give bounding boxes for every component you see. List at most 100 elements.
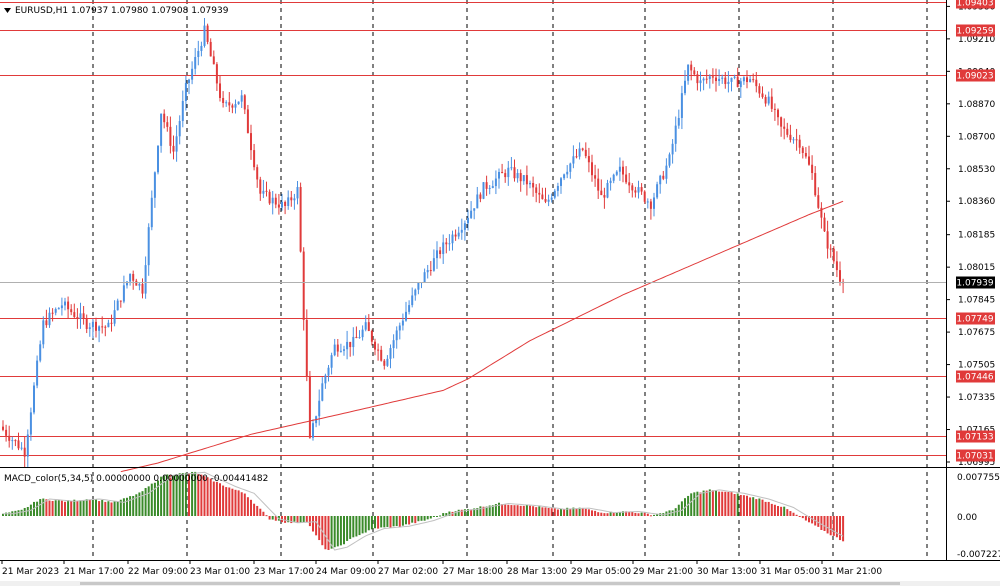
bull-candle-body bbox=[330, 355, 333, 368]
bear-candle-body bbox=[755, 79, 758, 87]
triangle-down-icon[interactable] bbox=[4, 8, 11, 13]
macd-bar-falling bbox=[259, 508, 262, 516]
bull-candle-body bbox=[150, 197, 153, 228]
level-tag-value: 1.07749 bbox=[956, 315, 993, 325]
time-grid-lines bbox=[92, 0, 928, 560]
bull-candle-body bbox=[417, 282, 420, 290]
macd-bar-falling bbox=[832, 516, 835, 536]
bull-candle-body bbox=[553, 190, 556, 198]
macd-bar-rising bbox=[491, 505, 494, 516]
bear-candle-body bbox=[789, 134, 792, 140]
macd-bar-falling bbox=[507, 504, 510, 516]
horizontal-price-levels[interactable] bbox=[0, 2, 946, 456]
bear-candle-body bbox=[752, 79, 755, 81]
time-tick-label: 27 Mar 02:00 bbox=[378, 567, 438, 577]
macd-bar-falling bbox=[296, 516, 299, 523]
bull-candle-body bbox=[426, 270, 429, 273]
macd-bar-rising bbox=[349, 516, 352, 539]
bear-candle-body bbox=[299, 186, 302, 252]
bull-candle-body bbox=[318, 400, 321, 417]
macd-bar-rising bbox=[364, 516, 367, 533]
bull-candle-body bbox=[408, 305, 411, 312]
symbol-header[interactable]: EURUSD,H1 1.07937 1.07980 1.07908 1.0793… bbox=[4, 6, 229, 16]
macd-bar-rising bbox=[473, 508, 476, 516]
bull-candle-body bbox=[569, 163, 572, 172]
macd-bar-falling bbox=[60, 500, 63, 516]
bear-candle-body bbox=[206, 25, 209, 42]
macd-bar-falling bbox=[637, 513, 640, 516]
macd-bar-falling bbox=[721, 491, 724, 516]
bear-candle-body bbox=[308, 375, 311, 438]
level-tag-bg bbox=[956, 312, 995, 325]
macd-bar-rising bbox=[367, 516, 370, 531]
bull-candle-body bbox=[153, 172, 156, 198]
macd-bar-rising bbox=[79, 500, 82, 516]
bull-candle-body bbox=[609, 180, 612, 183]
bear-candle-body bbox=[172, 145, 175, 152]
bull-candle-body bbox=[687, 64, 690, 81]
macd-bar-falling bbox=[804, 516, 807, 521]
macd-bar-rising bbox=[374, 516, 376, 529]
level-tag-value: 1.09023 bbox=[956, 72, 993, 82]
bear-candle-body bbox=[479, 194, 482, 199]
bull-candle-body bbox=[572, 156, 575, 164]
macd-bar-rising bbox=[355, 516, 358, 537]
macd-bar-rising bbox=[432, 516, 435, 517]
macd-bar-falling bbox=[569, 508, 572, 516]
bear-candle-body bbox=[70, 309, 73, 313]
macd-bar-falling bbox=[253, 503, 256, 516]
bear-candle-body bbox=[835, 261, 838, 271]
macd-bar-falling bbox=[600, 512, 603, 516]
bull-candle-body bbox=[392, 340, 395, 349]
macd-bar-rising bbox=[178, 473, 181, 516]
macd-bar-falling bbox=[76, 500, 79, 516]
level-tag-bg bbox=[956, 449, 995, 462]
macd-bar-falling bbox=[634, 512, 637, 516]
bull-candle-body bbox=[411, 295, 414, 306]
macd-bar-rising bbox=[498, 502, 500, 516]
macd-bar-rising bbox=[783, 506, 786, 516]
bear-candle-body bbox=[23, 447, 26, 457]
macd-bar-rising bbox=[677, 504, 680, 516]
bull-candle-body bbox=[364, 322, 367, 330]
macd-bar-rising bbox=[343, 516, 345, 545]
macd-bar-falling bbox=[829, 516, 832, 536]
bull-candle-body bbox=[699, 80, 702, 84]
bull-candle-body bbox=[522, 175, 525, 182]
bear-candle-body bbox=[141, 283, 144, 294]
bull-candle-body bbox=[578, 148, 581, 157]
scrollbar-thumb[interactable] bbox=[80, 582, 900, 585]
macd-bar-falling bbox=[377, 516, 380, 529]
bear-candle-body bbox=[628, 182, 631, 186]
bull-candle-body bbox=[606, 182, 609, 198]
macd-bar-rising bbox=[20, 509, 23, 516]
bull-candle-body bbox=[346, 341, 349, 350]
bull-candle-body bbox=[615, 171, 618, 175]
macd-bar-falling bbox=[110, 502, 113, 516]
macd-bar-falling bbox=[798, 516, 801, 517]
price-tick-label: 1.08185 bbox=[958, 231, 995, 241]
bull-candle-body bbox=[312, 423, 314, 438]
bull-candle-body bbox=[358, 337, 361, 339]
bear-candle-body bbox=[587, 156, 590, 163]
bull-candle-body bbox=[560, 178, 562, 186]
macd-bar-falling bbox=[290, 516, 293, 524]
macd-bar-falling bbox=[228, 487, 231, 516]
macd-bar-falling bbox=[631, 511, 634, 516]
macd-bar-rising bbox=[157, 480, 159, 516]
bear-candle-body bbox=[231, 105, 234, 108]
bear-candle-body bbox=[246, 109, 249, 134]
bull-candle-body bbox=[432, 258, 435, 271]
macd-bar-falling bbox=[98, 501, 101, 516]
macd-bar-rising bbox=[54, 500, 57, 516]
bear-candle-body bbox=[584, 149, 587, 157]
bull-candle-body bbox=[262, 190, 265, 194]
bear-candle-body bbox=[215, 64, 218, 84]
macd-bar-rising bbox=[126, 497, 128, 516]
bear-candle-body bbox=[839, 270, 841, 282]
bear-candle-body bbox=[643, 191, 646, 202]
bear-candle-body bbox=[349, 341, 352, 348]
bear-candle-body bbox=[268, 191, 271, 204]
bull-candle-body bbox=[742, 77, 745, 82]
